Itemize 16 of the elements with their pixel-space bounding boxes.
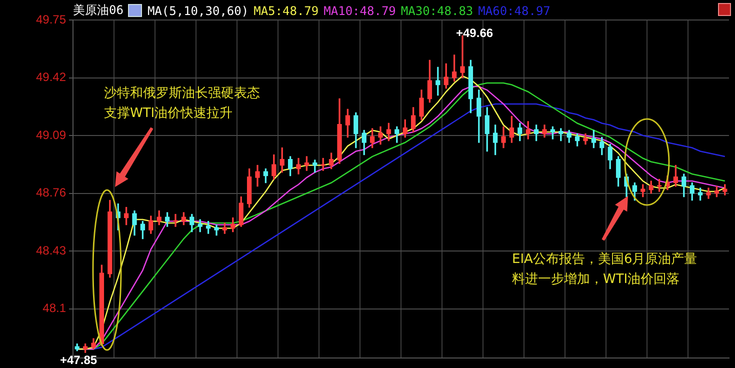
annotation: 沙特和俄罗斯油长强硬表态支撑WTI油价快速拉升 bbox=[104, 85, 261, 123]
y-tick-label: 48.1 bbox=[42, 301, 66, 316]
y-tick-label: 48.43 bbox=[36, 243, 66, 258]
annotation: +47.85 bbox=[60, 353, 98, 367]
annotation: EIA公布报告，美国6月原油产量料进一步增加，WTI油价回落 bbox=[512, 251, 698, 289]
y-tick-label: 49.42 bbox=[36, 70, 66, 84]
y-tick-label: 48.76 bbox=[36, 186, 66, 200]
chart-title: 美原油06 bbox=[73, 2, 124, 19]
text: MA30:48.83 bbox=[400, 4, 474, 18]
chart-subtitle: MA(5,10,30,60) bbox=[147, 4, 249, 18]
text: MA10:48.79 bbox=[324, 4, 396, 18]
annotation: +49.66 bbox=[456, 26, 494, 40]
text: MA60:48.97 bbox=[478, 4, 550, 18]
text: MA5:48.79 bbox=[254, 4, 319, 18]
y-tick-label: 49.09 bbox=[36, 128, 66, 142]
y-tick-label: 49.75 bbox=[36, 12, 66, 26]
